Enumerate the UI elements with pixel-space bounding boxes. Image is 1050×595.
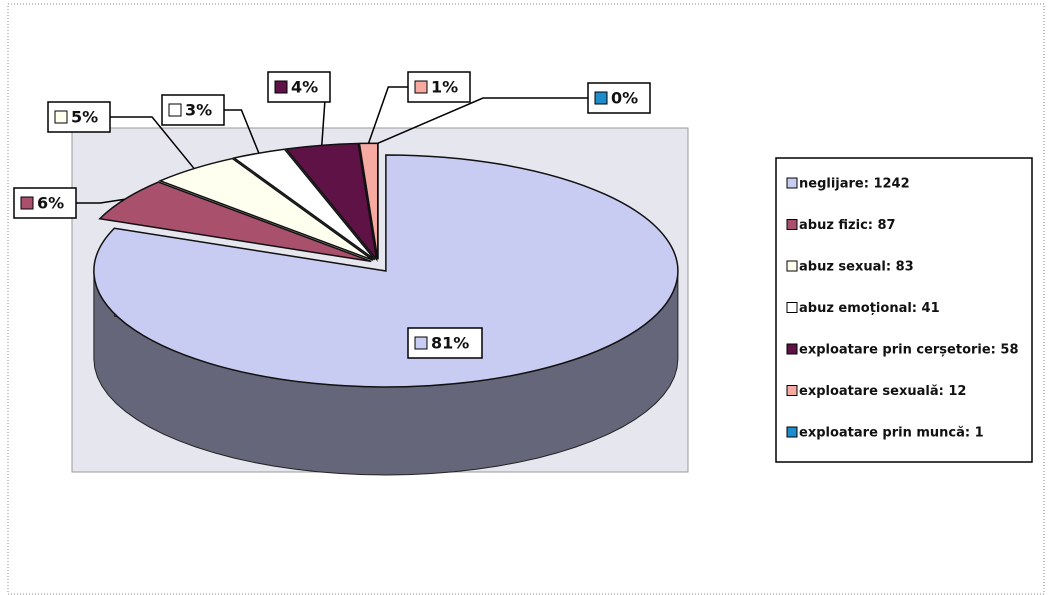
leader-line (377, 97, 588, 144)
slice (93, 154, 679, 388)
legend-items: neglijare: 1242 abuz fizic: 87 abuz sexual… (786, 177, 1019, 441)
legend-swatch (786, 343, 798, 355)
leader-line (110, 116, 195, 170)
data-label: 81% (431, 334, 469, 353)
label-swatch (54, 110, 68, 124)
leader-line (76, 198, 125, 204)
legend-swatch (786, 302, 798, 313)
slice (98, 181, 372, 263)
data-labels: 81% 6% 5% 3% 4% 1% 0% (13, 71, 651, 359)
legend (775, 157, 1033, 463)
data-label: 4% (291, 78, 318, 97)
legend-swatch (786, 385, 798, 396)
data-label: 0% (611, 89, 638, 108)
label-swatch (168, 103, 182, 117)
legend-swatch (786, 219, 798, 230)
legend-label: abuz fizic: 87 (799, 218, 896, 233)
legend-label: exploatare sexuală: 12 (799, 384, 966, 399)
data-label: 5% (71, 108, 98, 127)
label-swatch (20, 196, 34, 210)
legend-swatch (786, 177, 798, 189)
legend-label: exploatare prin muncă: 1 (799, 426, 984, 441)
leader-line (367, 86, 408, 144)
label-swatch (594, 91, 608, 105)
legend-swatch (786, 260, 798, 272)
legend-swatch (786, 426, 798, 438)
legend-label: exploatare prin cerșetorie: 58 (799, 343, 1019, 358)
label-swatch (414, 336, 428, 350)
legend-label: abuz emoțional: 41 (799, 301, 940, 316)
label-swatch (274, 80, 288, 94)
legend-label: neglijare: 1242 (799, 177, 910, 192)
leader-line (224, 109, 260, 154)
data-label: 6% (37, 194, 64, 213)
pie (93, 142, 679, 476)
legend-label: abuz sexual: 83 (799, 260, 914, 275)
data-label: 1% (431, 78, 458, 97)
label-swatch (414, 80, 428, 94)
data-label: 3% (185, 101, 212, 120)
slice (158, 157, 374, 261)
